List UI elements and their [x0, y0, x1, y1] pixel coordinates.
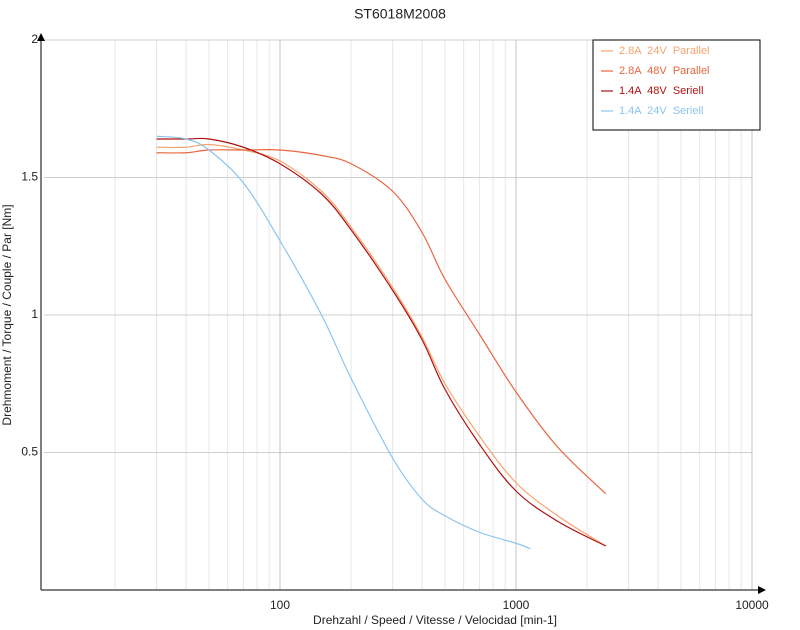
y-tick-label: 1.5	[21, 170, 38, 184]
legend-label: 1.4A 48V Seriell	[619, 85, 703, 97]
x-tick-label: 1000	[503, 598, 530, 612]
legend: 2.8A 24V Parallel 2.8A 48V Parallel 1.4A 4…	[592, 39, 761, 131]
legend-box	[592, 39, 761, 131]
x-tick-label: 100	[270, 598, 290, 612]
y-tick-label: 2	[31, 32, 38, 46]
series-line	[156, 143, 607, 547]
series-line	[156, 148, 607, 495]
x-axis-label: Drehzahl / Speed / Vitesse / Velocidad […	[313, 613, 557, 627]
series-line	[156, 137, 607, 547]
x-axis-arrow	[758, 586, 766, 594]
y-axis-label: Drehmoment / Torque / Couple / Par [Nm]	[0, 204, 14, 425]
y-tick-label: 0.5	[21, 445, 38, 459]
legend-label: 2.8A 48V Parallel	[619, 65, 710, 77]
y-axis-arrow	[37, 33, 45, 41]
legend-label: 2.8A 24V Parallel	[619, 45, 710, 57]
series-line	[156, 135, 531, 550]
x-tick-label: 10000	[735, 598, 769, 612]
chart-title: ST6018M2008	[354, 6, 446, 22]
y-tick-label: 1	[31, 307, 38, 321]
legend-label: 1.4A 24V Seriell	[619, 105, 703, 117]
